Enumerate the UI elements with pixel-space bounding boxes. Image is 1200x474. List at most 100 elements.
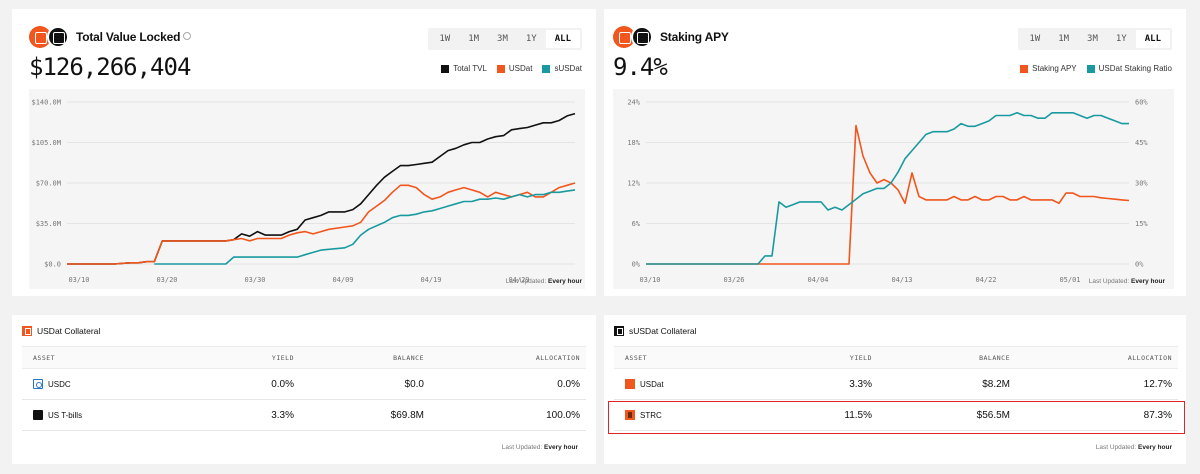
range-tab-all[interactable]: ALL (1135, 30, 1170, 48)
legend-staking-ratio[interactable]: USDat Staking Ratio (1086, 64, 1172, 73)
usdat-last-updated: Last Updated: Every hour (502, 444, 578, 451)
x-tick-label: 03/30 (244, 276, 265, 284)
tvl-title: Total Value Locked (76, 30, 192, 44)
range-tab-1m[interactable]: 1M (1058, 34, 1070, 44)
susdat-collateral-header: sUSDat Collateral (614, 326, 697, 336)
legend-label: Staking APY (1032, 64, 1077, 73)
legend-swatch (441, 64, 450, 73)
susdat-icon (614, 326, 624, 336)
table-header-row: ASSET YIELD BALANCE ALLOCATION (22, 346, 586, 369)
range-tab-1y[interactable]: 1Y (1115, 34, 1127, 44)
y-tick-label: 6% (632, 220, 641, 228)
yield-cell: 11.5% (764, 399, 872, 431)
usdat-logo-icon (613, 26, 635, 48)
x-tick-label: 04/19 (420, 276, 441, 284)
series-line-susdat (154, 189, 576, 265)
legend-staking-apy[interactable]: Staking APY (1020, 64, 1077, 73)
legend-total-tvl[interactable]: Total TVL (441, 64, 487, 73)
x-tick-label: 03/20 (156, 276, 177, 284)
x-tick-label: 05/01 (1059, 276, 1080, 284)
range-tab-all[interactable]: ALL (545, 30, 580, 48)
apy-chart-area: 0% 6% 12% 18% 24% 0% 15% 30% 45% 60% 03/10 03/26 04/… (613, 89, 1174, 289)
col-balance[interactable]: BALANCE (872, 346, 1010, 369)
y-tick-label: 0% (632, 261, 641, 269)
last-updated-label: Last Updated: (501, 444, 543, 451)
usdat-icon (625, 379, 635, 389)
x-tick-label: 04/29 (508, 276, 529, 284)
col-yield[interactable]: YIELD (172, 346, 294, 369)
y-tick-label: $140.0M (31, 99, 61, 107)
last-updated-value: Every hour (548, 278, 582, 285)
yield-cell: 3.3% (172, 399, 294, 431)
col-asset[interactable]: ASSET (22, 346, 172, 369)
tvl-title-text: Total Value Locked (76, 30, 181, 44)
series-line-staking-apy (646, 124, 1130, 265)
tvl-legend: Total TVL USDat sUSDat (441, 64, 582, 73)
y-right-tick-label: 0% (1135, 261, 1144, 269)
legend-label: USDat Staking Ratio (1098, 64, 1172, 73)
series-line-total-tvl (67, 112, 576, 265)
legend-label: Total TVL (453, 64, 487, 73)
asset-name: USDat (640, 379, 664, 389)
apy-legend: Staking APY USDat Staking Ratio (1020, 64, 1172, 73)
asset-name: USDC (48, 379, 71, 389)
table-row[interactable]: USDat 3.3% $8.2M 12.7% (614, 368, 1178, 400)
table-row[interactable]: US T-bills 3.3% $69.8M 100.0% (22, 399, 586, 431)
y-tick-label: $0.0 (44, 261, 61, 269)
asset-name: US T-bills (48, 410, 83, 420)
yield-cell: 3.3% (764, 368, 872, 400)
strc-icon (625, 410, 635, 420)
y-right-tick-label: 60% (1135, 99, 1148, 107)
y-tick-label: 18% (627, 139, 640, 147)
col-asset[interactable]: ASSET (614, 346, 764, 369)
y-tick-label: 12% (627, 180, 640, 188)
tbill-icon (33, 410, 43, 420)
usdat-collateral-title: USDat Collateral (37, 326, 101, 336)
y-tick-label: $35.0M (36, 220, 61, 228)
asset-name: STRC (640, 410, 662, 420)
col-balance[interactable]: BALANCE (294, 346, 424, 369)
range-tab-1w[interactable]: 1W (1029, 34, 1041, 44)
range-tab-1m[interactable]: 1M (468, 34, 480, 44)
legend-swatch (1020, 64, 1029, 73)
col-allocation[interactable]: ALLOCATION (424, 346, 586, 369)
col-yield[interactable]: YIELD (764, 346, 872, 369)
susdat-logo-icon (631, 26, 653, 48)
range-tab-3m[interactable]: 3M (1087, 34, 1098, 44)
apy-card: Staking APY 9.4% 1W 1M 3M 1Y ALL Staking… (604, 9, 1186, 296)
info-icon[interactable] (183, 32, 192, 40)
last-updated-label: Last Updated: (1088, 278, 1130, 285)
y-right-tick-label: 30% (1135, 180, 1148, 188)
apy-value: 9.4% (613, 53, 668, 81)
last-updated-value: Every hour (544, 444, 578, 451)
allocation-cell: 0.0% (424, 368, 586, 400)
table-row[interactable]: STRC 11.5% $56.5M 87.3% (614, 399, 1178, 431)
usdat-collateral-header: USDat Collateral (22, 326, 100, 336)
last-updated-value: Every hour (1131, 278, 1165, 285)
susdat-collateral-table: ASSET YIELD BALANCE ALLOCATION USDat 3.3… (614, 346, 1178, 431)
table-row[interactable]: USDC 0.0% $0.0 0.0% (22, 368, 586, 400)
series-line-usdat-staking-ratio (646, 112, 1129, 265)
last-updated-label: Last Updated: (505, 278, 547, 285)
yield-cell: 0.0% (172, 368, 294, 400)
y-right-tick-label: 45% (1135, 139, 1148, 147)
tvl-chart: $0.0 $35.0M $70.0M $105.0M $140.0M 03/10 03/20… (31, 99, 576, 284)
range-tab-1w[interactable]: 1W (439, 34, 451, 44)
tvl-card: Total Value Locked $126,266,404 1W 1M 3M… (12, 9, 596, 296)
series-line-usdat (67, 182, 576, 265)
balance-cell: $8.2M (872, 368, 1010, 400)
range-tab-3m[interactable]: 3M (497, 34, 508, 44)
legend-usdat[interactable]: USDat (496, 64, 533, 73)
legend-susdat[interactable]: sUSDat (542, 64, 582, 73)
tvl-chart-area: $0.0 $35.0M $70.0M $105.0M $140.0M 03/10 03/20… (29, 89, 585, 289)
legend-label: USDat (508, 64, 533, 73)
apy-last-updated: Last Updated: Every hour (1089, 278, 1165, 285)
col-allocation[interactable]: ALLOCATION (1010, 346, 1178, 369)
balance-cell: $69.8M (294, 399, 424, 431)
tvl-value: $126,266,404 (29, 53, 191, 81)
y-tick-label: 24% (627, 99, 640, 107)
x-tick-label: 04/09 (332, 276, 353, 284)
last-updated-value: Every hour (1138, 444, 1172, 451)
range-tab-1y[interactable]: 1Y (525, 34, 537, 44)
usdat-logo-pair (29, 26, 69, 48)
